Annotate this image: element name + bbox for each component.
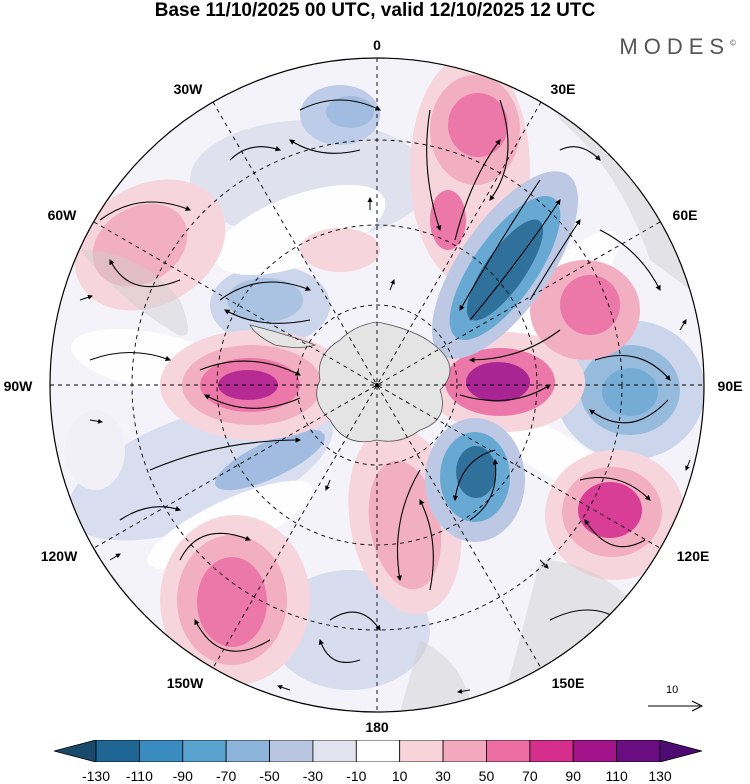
lon-label-60e: 60E [672, 207, 698, 223]
graticule [50, 58, 704, 712]
colorbar-tick-label: -30 [302, 768, 324, 784]
blob-weak-neg [215, 429, 325, 491]
colorbar-bin [572, 740, 618, 762]
colorbar-tick-label: -10 [346, 768, 367, 784]
lon-label-0: 0 [373, 37, 381, 53]
lon-label-30e: 30E [550, 81, 576, 97]
chart-title: Base 11/10/2025 00 UTC, valid 12/10/2025… [154, 0, 596, 21]
anomaly-positive-120e [545, 450, 685, 580]
lon-label-120w: 120W [40, 548, 78, 564]
anomaly-negative-45e [431, 171, 579, 359]
polar-map [49, 57, 705, 713]
colorbar-tick-label: 50 [478, 768, 495, 784]
pole-marker [375, 383, 379, 387]
colorbar-bin [225, 740, 270, 762]
reference-vector-label: 10 [666, 684, 679, 696]
colorbar-tick-label: -110 [125, 768, 153, 784]
colorbar-tick-label: -70 [216, 768, 237, 784]
colorbar-bin [138, 740, 184, 762]
colorbar-tick-label: -90 [172, 768, 193, 784]
colorbar-extend-high [659, 740, 702, 762]
colorbar-bin [616, 740, 661, 762]
map-boundary [49, 57, 705, 713]
blob-neutral [214, 184, 386, 276]
blob-weak-neg [326, 96, 374, 128]
colorbar-tick-label: 130 [648, 768, 672, 784]
anomaly-negative-135e [425, 418, 525, 542]
blob-weak-neg [602, 368, 658, 416]
colorbar-bin [312, 740, 357, 762]
colorbar-tick-label: 90 [565, 768, 582, 784]
colorbar-bin [355, 740, 401, 762]
lon-label-90w: 90W [3, 378, 33, 394]
wind-streamlines [89, 99, 671, 664]
lon-label-150e: 150E [551, 675, 585, 691]
antarctica [249, 321, 451, 443]
blob-weak-pos [65, 410, 125, 490]
colorbar-bin [529, 740, 574, 762]
colorbar-bin [269, 740, 314, 762]
colorbar-bin [442, 740, 487, 762]
blob-weak-neg [227, 278, 303, 322]
lon-label-60w: 60W [47, 207, 77, 223]
colorbar-bin [399, 740, 444, 762]
colorbar-tick-label: -130 [81, 768, 111, 784]
lon-label-180: 180 [365, 719, 389, 735]
colorbar-tick-label: 110 [605, 768, 628, 784]
lon-label-90e: 90E [717, 378, 743, 394]
lon-label-30w: 30W [173, 81, 203, 97]
colorbar-tick-label: -50 [259, 768, 280, 784]
lon-label-120e: 120E [676, 548, 710, 564]
colorbar-extend-low [54, 740, 97, 762]
colorbar-tick-label: 70 [522, 768, 538, 784]
modes-logo: MODES© [619, 34, 736, 59]
lon-label-150w: 150W [166, 675, 204, 691]
blob-weak-pos [300, 228, 380, 272]
colorbar [54, 740, 702, 762]
colorbar-bin [486, 740, 531, 762]
anomaly-positive-150w [160, 515, 310, 685]
colorbar-bin [182, 740, 227, 762]
colorbar-bin [95, 740, 140, 762]
colorbar-tick-label: 10 [391, 768, 408, 784]
reference-vector-arrow [648, 700, 704, 712]
colorbar-tick-label: 30 [435, 768, 451, 784]
